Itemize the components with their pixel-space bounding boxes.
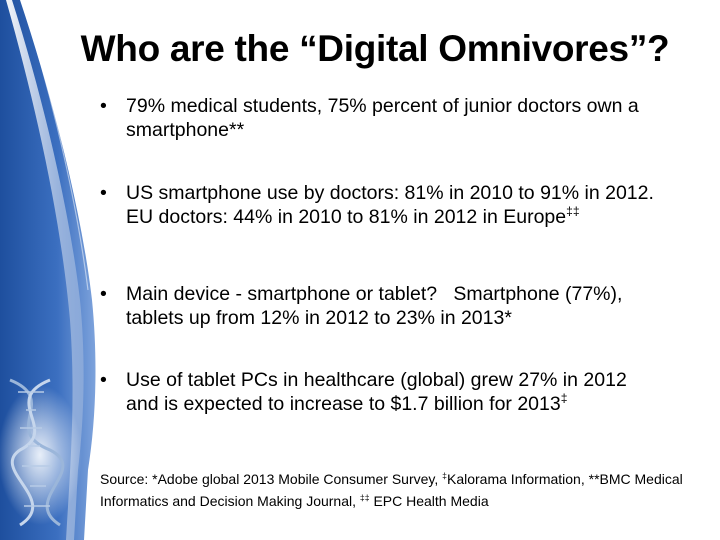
footnote-marker: ‡‡ [359,492,370,503]
slide-title: Who are the “Digital Omnivores”? [80,28,670,69]
footnote-marker: ‡ [442,470,447,481]
source-citation: Source: *Adobe global 2013 Mobile Consum… [100,470,683,509]
bullet-item: • US smartphone use by doctors: 81% in 2… [100,181,660,229]
bullet-text: US smartphone use by doctors: 81% in 201… [126,182,654,228]
dna-helix-graphic [0,378,82,527]
bullet-marker: • [100,182,107,204]
bullet-text: 79% medical students, 75% percent of jun… [126,95,639,141]
bullet-text: Use of tablet PCs in healthcare (global)… [126,369,627,415]
footnote-marker: ‡ [560,391,568,406]
bullet-marker: • [100,95,107,117]
bullet-marker: • [100,369,107,391]
bullet-item: • 79% medical students, 75% percent of j… [100,94,660,142]
bullet-marker: • [100,283,107,305]
bullet-text: Main device - smartphone or tablet? Smar… [126,283,623,329]
bullet-item: • Main device - smartphone or tablet? Sm… [100,282,660,330]
bullet-item: • Use of tablet PCs in healthcare (globa… [100,368,660,416]
footnote-marker: ‡‡ [566,204,580,219]
